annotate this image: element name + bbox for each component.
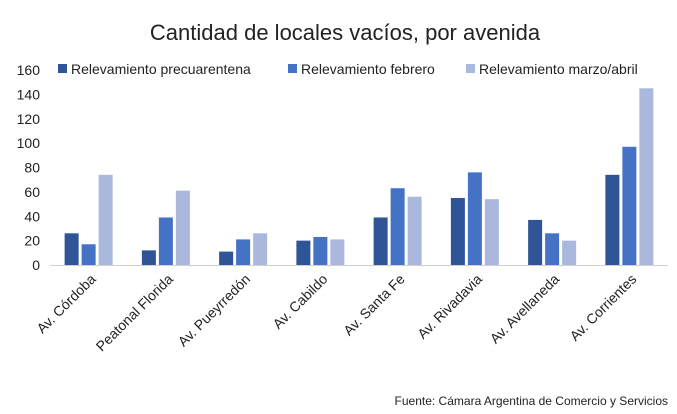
chart-title: Cantidad de locales vacíos, por avenida xyxy=(150,20,541,45)
bar-2-4 xyxy=(313,236,328,265)
legend-swatch-3 xyxy=(466,64,475,73)
bar-3-2 xyxy=(175,190,190,265)
bar-3-1 xyxy=(98,174,113,265)
bar-2-1 xyxy=(81,244,96,265)
bar-2-5 xyxy=(390,188,405,265)
bar-3-6 xyxy=(484,199,499,265)
bar-1-7 xyxy=(528,219,543,265)
bar-3-5 xyxy=(407,196,422,265)
y-tick-label: 80 xyxy=(24,160,40,176)
legend: Relevamiento precuarentena Relevamiento f… xyxy=(58,61,638,77)
bar-1-5 xyxy=(373,217,388,265)
x-category-label: Av. Santa Fe xyxy=(340,271,408,339)
x-category-label: Av. Cabildo xyxy=(269,271,330,332)
bar-2-6 xyxy=(467,172,482,265)
y-tick-label: 100 xyxy=(17,135,41,151)
legend-swatch-1 xyxy=(58,64,67,73)
bar-1-6 xyxy=(450,197,465,265)
y-tick-label: 60 xyxy=(24,184,40,200)
source-note: Fuente: Cámara Argentina de Comercio y S… xyxy=(395,394,668,408)
bar-2-7 xyxy=(545,233,560,265)
y-tick-label: 20 xyxy=(24,233,40,249)
bar-2-2 xyxy=(158,217,173,265)
y-tick-label: 40 xyxy=(24,208,40,224)
y-tick-label: 160 xyxy=(17,62,41,78)
y-tick-label: 120 xyxy=(17,111,41,127)
bar-2-8 xyxy=(622,146,637,265)
bar-3-8 xyxy=(639,88,654,265)
x-category-label: Av. Córdoba xyxy=(33,271,99,337)
bar-1-2 xyxy=(141,250,156,265)
bar-3-4 xyxy=(330,239,345,265)
x-category-label: Av. Corrientes xyxy=(566,271,639,344)
legend-swatch-2 xyxy=(288,64,297,73)
bars xyxy=(64,88,654,265)
x-category-label: Av. Pueyrredón xyxy=(175,271,254,350)
legend-label-1: Relevamiento precuarentena xyxy=(71,61,251,77)
x-category-label: Peatonal Florida xyxy=(93,271,177,355)
x-category-label: Av. Avellaneda xyxy=(487,271,563,347)
y-tick-label: 140 xyxy=(17,86,41,102)
bar-1-8 xyxy=(605,174,620,265)
bar-2-3 xyxy=(236,239,251,265)
y-tick-label: 0 xyxy=(32,257,40,273)
bar-3-3 xyxy=(253,233,268,265)
bar-1-3 xyxy=(219,251,234,265)
bar-1-4 xyxy=(296,240,311,265)
legend-label-3: Relevamiento marzo/abril xyxy=(479,61,638,77)
bar-1-1 xyxy=(64,233,79,265)
bar-3-7 xyxy=(562,240,577,265)
y-axis: 0 20 40 60 80 100 120 140 160 xyxy=(17,62,41,273)
x-category-label: Av. Rivadavia xyxy=(414,271,485,342)
legend-label-2: Relevamiento febrero xyxy=(301,61,435,77)
